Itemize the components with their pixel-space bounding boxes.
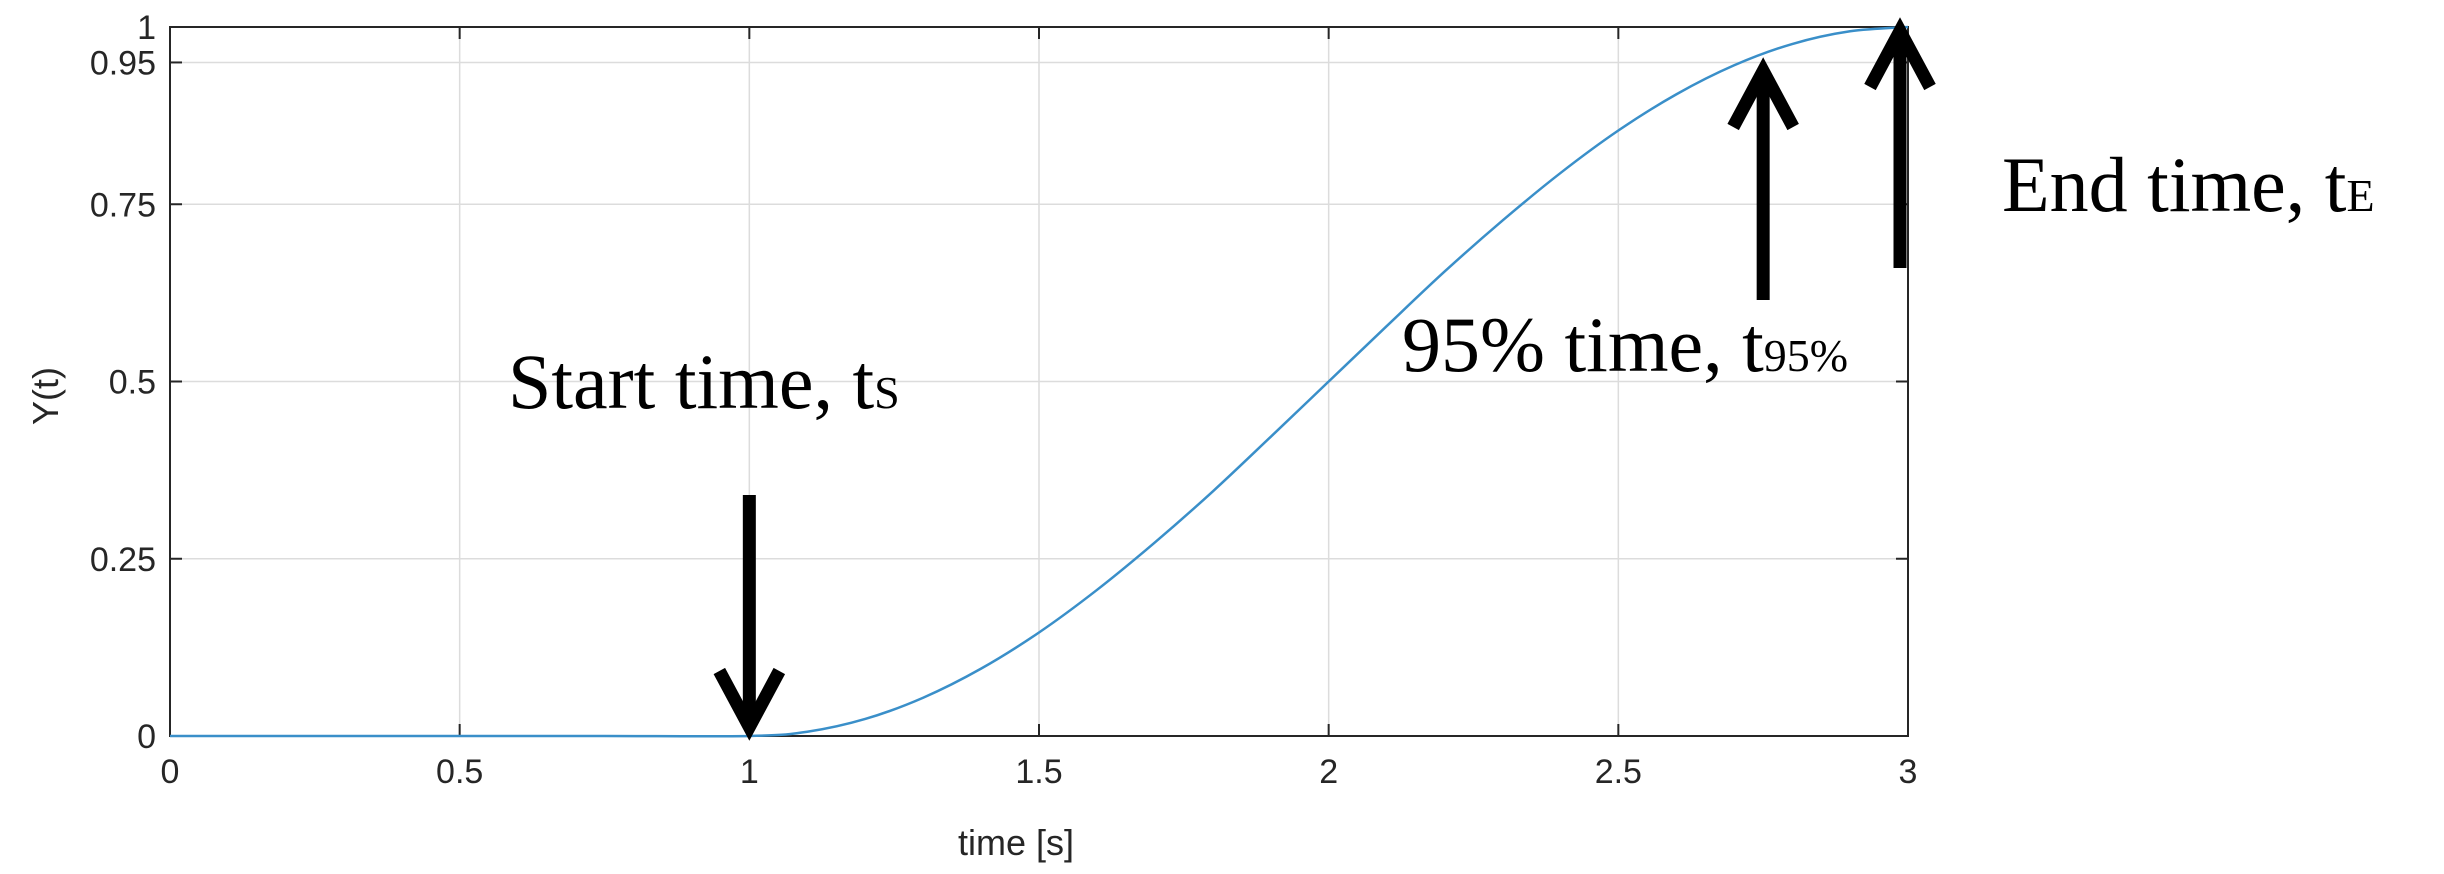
arrowhead-t95 [1727, 57, 1799, 131]
annotation-t95: 95% time, t95% [1402, 301, 1848, 388]
y-tick-label: 0.75 [90, 186, 156, 224]
arrowhead-start [713, 667, 786, 741]
y-tick-label: 0.5 [109, 364, 156, 402]
x-tick-label: 1.5 [1015, 753, 1062, 791]
x-tick-label: 0.5 [436, 753, 483, 791]
x-axis-title: time [s] [958, 822, 1074, 863]
ticks: 0 0.5 1 1.5 2 2.5 300.250.50.750.951 [90, 9, 1918, 791]
annotation-t95-subscript: 95% [1764, 330, 1848, 381]
x-tick-label: 3 [1899, 753, 1918, 791]
arrowhead-end [1864, 17, 1936, 91]
annotation-end: End time, tE [2002, 141, 2375, 228]
x-tick-label: 2 [1319, 753, 1338, 791]
x-tick-label: 1 [740, 753, 759, 791]
x-tick-label: 2.5 [1595, 753, 1642, 791]
annotation-arrows [713, 17, 1936, 741]
y-tick-label: 0 [137, 718, 156, 756]
y-axis-title: Y(t) [25, 367, 66, 425]
x-tick-label: 0 [161, 753, 180, 791]
annotation-end-subscript: E [2346, 170, 2374, 221]
y-tick-label: 0.95 [90, 44, 156, 82]
series-line [170, 25, 1909, 738]
annotation-start: Start time, tS [508, 338, 900, 425]
annotation-start-subscript: S [874, 367, 900, 418]
y-tick-label: 1 [137, 9, 156, 47]
annotation-labels: Start time, tS 95% time, t95% End time, tE [508, 141, 2375, 425]
series [170, 25, 1909, 738]
y-tick-label: 0.25 [90, 541, 156, 579]
